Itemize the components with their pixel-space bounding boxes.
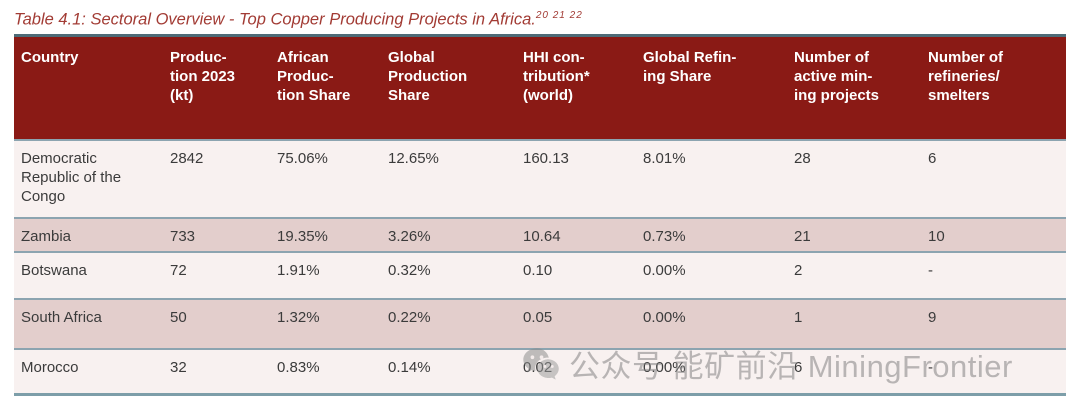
- table-header-row: Country Produc- tion 2023 (kt) African P…: [14, 35, 1066, 140]
- cell-african-share: 19.35%: [270, 216, 381, 252]
- cell-country: Democratic Republic of the Congo: [14, 138, 163, 218]
- header-country: Country: [14, 35, 163, 140]
- header-global-production-share: Global Production Share: [381, 35, 516, 140]
- cell-country: Botswana: [14, 250, 163, 299]
- header-global-refining-share: Global Refin- ing Share: [636, 35, 787, 140]
- cell-hhi: 160.13: [516, 138, 636, 218]
- header-refineries-smelters: Number of refineries/ smelters: [921, 35, 1066, 140]
- cell-refineries: -: [921, 347, 1066, 395]
- cell-african-share: 1.91%: [270, 250, 381, 299]
- table-row-drc: Democratic Republic of the Congo 2842 75…: [14, 138, 1066, 218]
- cell-african-share: 0.83%: [270, 347, 381, 395]
- cell-country: Zambia: [14, 216, 163, 252]
- cell-refining-share: 0.00%: [636, 347, 787, 395]
- cell-african-share: 75.06%: [270, 138, 381, 218]
- cell-production: 32: [163, 347, 270, 395]
- header-hhi-contribution: HHI con- tribution* (world): [516, 35, 636, 140]
- cell-hhi: 0.10: [516, 250, 636, 299]
- header-production-2023: Produc- tion 2023 (kt): [163, 35, 270, 140]
- table-caption-text: Table 4.1: Sectoral Overview - Top Coppe…: [14, 10, 536, 29]
- table-row-zambia: Zambia 733 19.35% 3.26% 10.64 0.73% 21 1…: [14, 216, 1066, 252]
- cell-hhi: 0.02: [516, 347, 636, 395]
- cell-refineries: 6: [921, 138, 1066, 218]
- table-row-botswana: Botswana 72 1.91% 0.32% 0.10 0.00% 2 -: [14, 250, 1066, 299]
- table-caption: Table 4.1: Sectoral Overview - Top Coppe…: [14, 5, 583, 31]
- cell-mining-projects: 6: [787, 347, 921, 395]
- cell-refineries: -: [921, 250, 1066, 299]
- cell-refining-share: 0.73%: [636, 216, 787, 252]
- cell-global-share: 0.32%: [381, 250, 516, 299]
- cell-global-share: 3.26%: [381, 216, 516, 252]
- cell-production: 72: [163, 250, 270, 299]
- cell-refining-share: 8.01%: [636, 138, 787, 218]
- cell-mining-projects: 2: [787, 250, 921, 299]
- cell-production: 50: [163, 297, 270, 349]
- cell-mining-projects: 28: [787, 138, 921, 218]
- cell-refineries: 10: [921, 216, 1066, 252]
- cell-production: 2842: [163, 138, 270, 218]
- table-row-morocco: Morocco 32 0.83% 0.14% 0.02 0.00% 6 -: [14, 347, 1066, 395]
- cell-mining-projects: 1: [787, 297, 921, 349]
- cell-refining-share: 0.00%: [636, 297, 787, 349]
- cell-refineries: 9: [921, 297, 1066, 349]
- cell-hhi: 0.05: [516, 297, 636, 349]
- header-african-production-share: African Produc- tion Share: [270, 35, 381, 140]
- cell-mining-projects: 21: [787, 216, 921, 252]
- cell-african-share: 1.32%: [270, 297, 381, 349]
- cell-global-share: 0.22%: [381, 297, 516, 349]
- cell-global-share: 0.14%: [381, 347, 516, 395]
- table-caption-footnote-refs: 20 21 22: [535, 10, 583, 21]
- cell-country: Morocco: [14, 347, 163, 395]
- table-row-south-africa: South Africa 50 1.32% 0.22% 0.05 0.00% 1…: [14, 297, 1066, 349]
- cell-production: 733: [163, 216, 270, 252]
- header-active-mining-projects: Number of active min- ing projects: [787, 35, 921, 140]
- cell-hhi: 10.64: [516, 216, 636, 252]
- cell-global-share: 12.65%: [381, 138, 516, 218]
- cell-country: South Africa: [14, 297, 163, 349]
- sectoral-overview-table: Country Produc- tion 2023 (kt) African P…: [14, 34, 1066, 396]
- cell-refining-share: 0.00%: [636, 250, 787, 299]
